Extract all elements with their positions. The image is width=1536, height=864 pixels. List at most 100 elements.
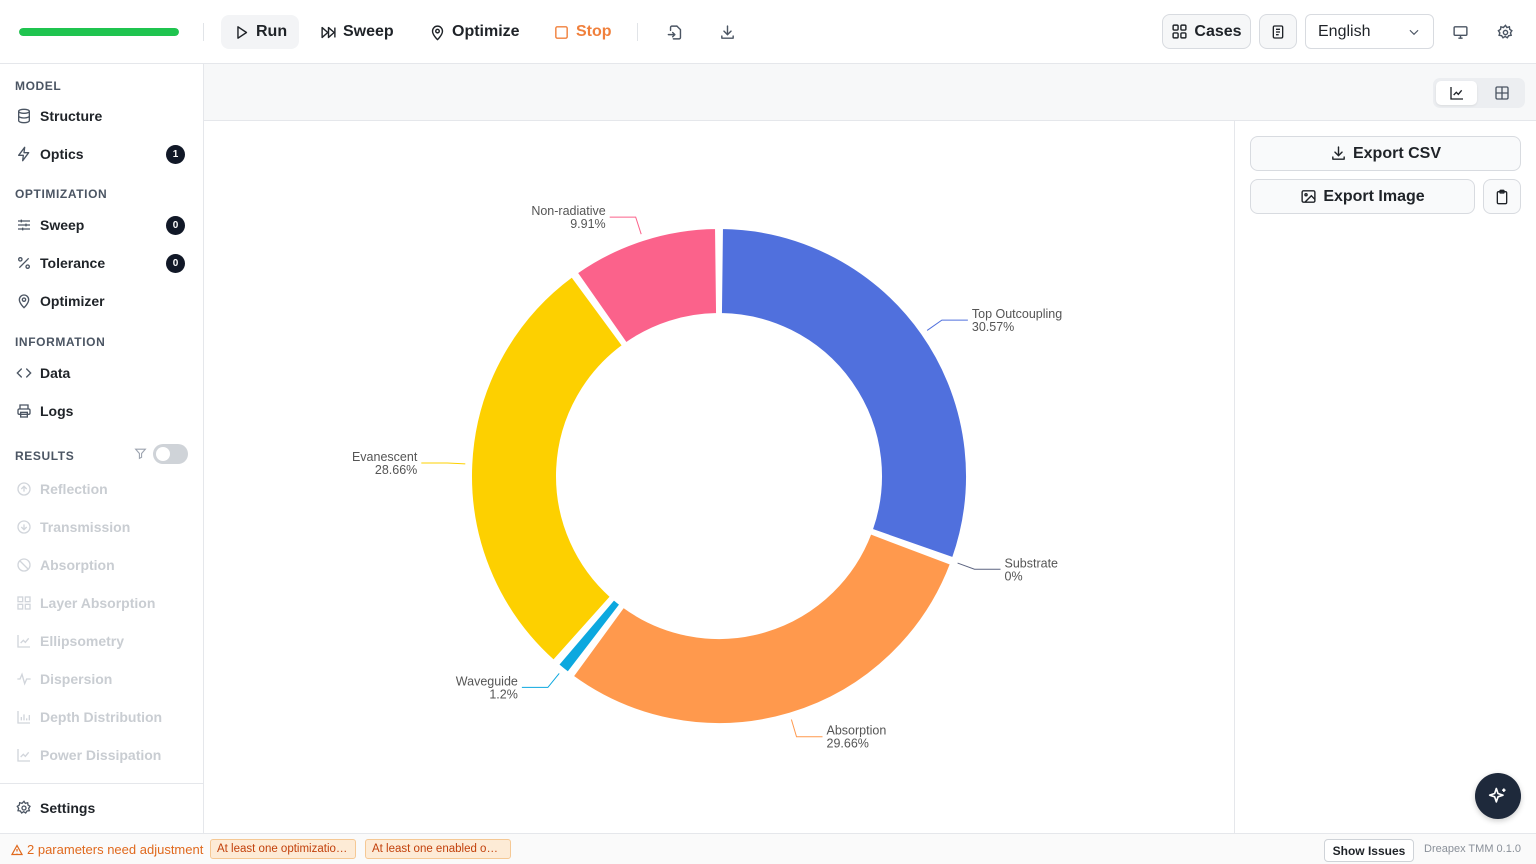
sidebar-item-settings[interactable]: Settings (0, 792, 203, 824)
activity-icon (17, 672, 31, 686)
percent-icon (18, 257, 30, 269)
warning-text: 2 parameters need adjustment (27, 842, 204, 857)
donut-slice-evanescent[interactable] (470, 275, 624, 662)
slice-label: Substrate (1005, 556, 1059, 570)
optics-count-badge: 1 (166, 144, 185, 164)
donut-slice-waveguide[interactable] (557, 598, 622, 674)
status-bar: 2 parameters need adjustment At least on… (0, 833, 1536, 864)
export-csv-label: Export CSV (1352, 144, 1441, 162)
import-icon (667, 24, 681, 40)
export-image-button[interactable]: Export Image (1250, 179, 1475, 214)
sparkle-icon (1488, 787, 1506, 803)
bar-chart-icon (17, 711, 30, 724)
issue-chip[interactable]: At least one optimization variable... (210, 839, 356, 859)
sidebar-divider (0, 783, 203, 784)
fast-forward-icon (321, 26, 336, 38)
sidebar-item-tolerance[interactable]: Tolerance 0 (0, 247, 203, 279)
leader-line (926, 319, 968, 331)
export-csv-button[interactable]: Export CSV (1250, 136, 1521, 171)
warning-icon (11, 843, 23, 855)
sidebar-item-depth-distribution[interactable]: Depth Distribution (0, 701, 203, 733)
stop-button[interactable]: Stop (541, 15, 624, 49)
show-issues-button[interactable]: Show Issues (1324, 839, 1414, 862)
sidebar-item-label: Structure (40, 108, 103, 124)
stop-icon (555, 25, 568, 39)
sidebar-item-reflection[interactable]: Reflection (0, 473, 203, 505)
sidebar-item-label: Depth Distribution (40, 709, 163, 725)
monitor-button[interactable] (1448, 20, 1472, 44)
line-chart-icon (17, 635, 30, 648)
chevron-down-icon (1409, 29, 1419, 35)
sweep-label: Sweep (343, 23, 394, 40)
run-button[interactable]: Run (221, 15, 300, 49)
image-icon (1301, 190, 1316, 203)
import-button[interactable] (663, 20, 687, 44)
settings-button[interactable] (1493, 20, 1517, 44)
arrow-up-circle-icon (17, 482, 31, 496)
version-label: Dreapex TMM 0.1.0 (1424, 843, 1522, 855)
optimize-button[interactable]: Optimize (417, 15, 532, 49)
grid-icon (17, 596, 31, 610)
arrow-down-circle-icon (17, 520, 31, 534)
sidebar-item-label: Tolerance (40, 255, 106, 271)
view-mode-toggle (1433, 78, 1525, 108)
sidebar-item-sweep[interactable]: Sweep 0 (0, 209, 203, 241)
sidebar-item-power-dissipation[interactable]: Power Dissipation (0, 739, 203, 771)
run-label: Run (256, 23, 288, 40)
chart-view-button[interactable] (1436, 81, 1477, 105)
slice-value-label: 0% (1005, 569, 1023, 583)
grid-icon (1172, 24, 1188, 39)
sidebar-item-label: Logs (40, 403, 74, 419)
line-chart-icon (1449, 87, 1463, 100)
language-select[interactable]: English (1305, 14, 1434, 49)
sidebar-item-label: Ellipsometry (40, 633, 125, 649)
slice-label: Waveguide (456, 674, 518, 688)
download-button[interactable] (715, 20, 739, 44)
issue-chip[interactable]: At least one enabled optimization... (365, 839, 511, 859)
sweep-count-badge: 0 (166, 215, 185, 235)
cases-button[interactable]: Cases (1162, 14, 1251, 49)
notes-button[interactable] (1259, 14, 1297, 49)
cases-label: Cases (1194, 22, 1242, 40)
sidebar-item-optimizer[interactable]: Optimizer (0, 285, 203, 317)
sidebar-item-dispersion[interactable]: Dispersion (0, 663, 203, 695)
donut-slice-non-radiative[interactable] (575, 227, 719, 345)
toolbar-divider (637, 23, 638, 41)
copy-clipboard-button[interactable] (1483, 179, 1521, 214)
table-view-button[interactable] (1481, 81, 1522, 105)
sweep-button[interactable]: Sweep (308, 15, 406, 49)
ai-assistant-button[interactable] (1475, 773, 1521, 819)
filter-icon[interactable] (134, 447, 147, 460)
results-filter-toggle[interactable] (153, 444, 188, 464)
section-title-model: MODEL (15, 79, 62, 93)
slice-value-label: 30.57% (972, 320, 1014, 334)
sidebar-item-data[interactable]: Data (0, 357, 203, 389)
table-icon (1494, 86, 1509, 100)
sidebar-item-layer-absorption[interactable]: Layer Absorption (0, 587, 203, 619)
sidebar-item-absorption[interactable]: Absorption (0, 549, 203, 581)
slice-value-label: 28.66% (375, 463, 417, 477)
sidebar-item-optics[interactable]: Optics 1 (0, 138, 203, 170)
sidebar-item-ellipsometry[interactable]: Ellipsometry (0, 625, 203, 657)
section-title-results: RESULTS (15, 449, 75, 463)
monitor-icon (1452, 25, 1468, 39)
slice-value-label: 29.66% (827, 737, 869, 751)
sliders-icon (18, 219, 30, 231)
leader-line (957, 562, 1001, 570)
sidebar-item-label: Data (40, 365, 71, 381)
sidebar-item-transmission[interactable]: Transmission (0, 511, 203, 543)
sidebar-item-label: Absorption (40, 557, 115, 573)
sidebar-item-logs[interactable]: Logs (0, 395, 203, 427)
donut-slice-top-outcoupling[interactable] (719, 227, 968, 560)
lightning-icon (18, 146, 30, 162)
sidebar-item-structure[interactable]: Structure (0, 100, 203, 132)
play-icon (237, 25, 248, 39)
printer-icon (17, 404, 31, 418)
progress-fill (19, 28, 179, 36)
donut-slice-absorption[interactable] (571, 532, 952, 725)
export-image-label: Export Image (1323, 187, 1425, 205)
slice-label: Top Outcoupling (972, 307, 1062, 321)
warning-message: 2 parameters need adjustment (11, 842, 203, 857)
leader-line (609, 216, 642, 235)
